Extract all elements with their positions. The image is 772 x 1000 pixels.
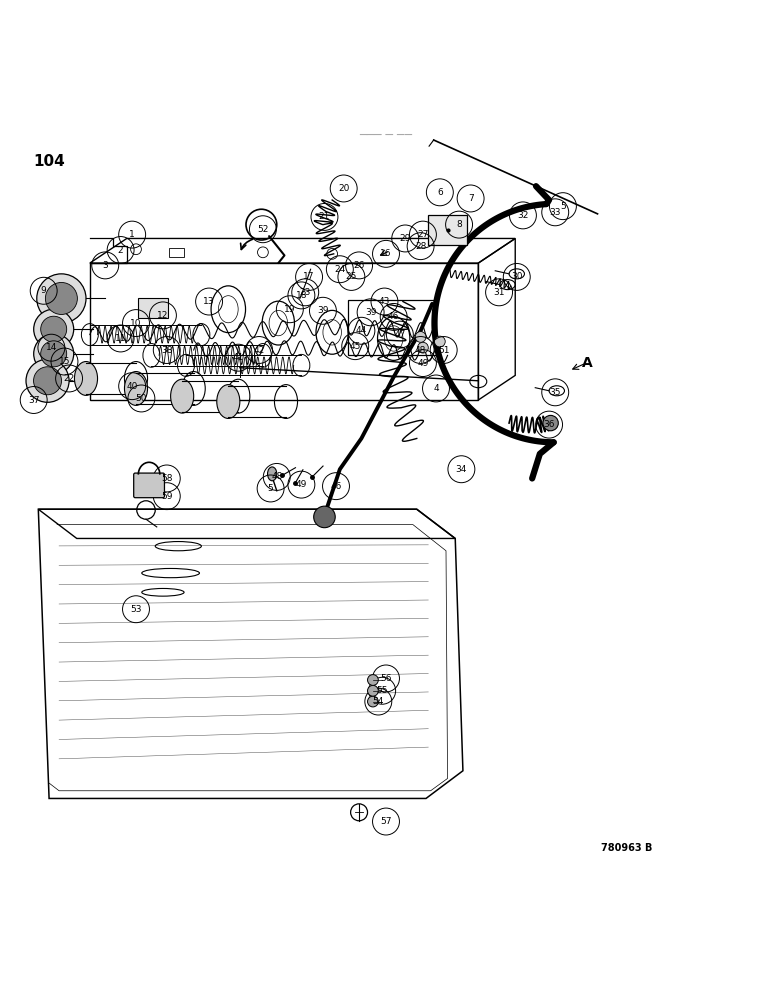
Circle shape (41, 316, 66, 342)
Circle shape (367, 696, 378, 707)
Text: 43: 43 (379, 297, 390, 306)
Circle shape (41, 341, 66, 367)
Text: 36: 36 (543, 420, 555, 429)
Text: 30: 30 (511, 272, 523, 281)
Circle shape (34, 309, 73, 349)
Text: 2: 2 (118, 246, 124, 255)
Text: 56: 56 (381, 674, 391, 683)
Text: 3: 3 (103, 261, 108, 270)
Text: 27: 27 (417, 230, 428, 239)
Circle shape (33, 367, 62, 395)
Text: ─── ─ ──: ─── ─ ── (360, 129, 412, 142)
Circle shape (34, 334, 73, 374)
Text: 47: 47 (394, 330, 405, 339)
FancyBboxPatch shape (428, 215, 467, 245)
Text: 29: 29 (400, 234, 411, 243)
Text: 4: 4 (433, 384, 438, 393)
Text: 9: 9 (41, 286, 46, 295)
Text: 59: 59 (161, 492, 172, 501)
Text: 11: 11 (115, 334, 127, 343)
Circle shape (26, 359, 69, 402)
Text: 54: 54 (373, 697, 384, 706)
Text: 48: 48 (271, 472, 283, 481)
Circle shape (46, 282, 77, 314)
Text: 52: 52 (257, 225, 269, 234)
Text: 20: 20 (338, 184, 350, 193)
Text: 51: 51 (438, 346, 449, 355)
Text: 26: 26 (354, 261, 364, 270)
Text: 35: 35 (550, 388, 561, 397)
Text: 15: 15 (59, 357, 70, 366)
Circle shape (367, 685, 378, 696)
Text: 8: 8 (456, 220, 462, 229)
Text: 24: 24 (334, 265, 346, 274)
Text: 49: 49 (296, 480, 307, 489)
Text: 21: 21 (319, 212, 330, 221)
Text: 23: 23 (300, 288, 311, 297)
Text: 40: 40 (127, 382, 138, 391)
Text: 50: 50 (136, 394, 147, 403)
Ellipse shape (74, 362, 97, 395)
Text: 44: 44 (356, 326, 367, 335)
Text: 28: 28 (415, 242, 426, 251)
Ellipse shape (268, 467, 277, 481)
Text: 13: 13 (203, 297, 215, 306)
Text: 16: 16 (381, 249, 391, 258)
FancyBboxPatch shape (134, 473, 164, 498)
Text: 45: 45 (350, 342, 361, 351)
Ellipse shape (171, 379, 194, 413)
Text: 49: 49 (417, 359, 428, 368)
Text: 53: 53 (130, 605, 142, 614)
Ellipse shape (217, 385, 240, 418)
Text: 7: 7 (468, 194, 473, 203)
Text: 14: 14 (46, 343, 57, 352)
Text: 18: 18 (296, 291, 307, 300)
Ellipse shape (124, 372, 147, 405)
Text: 34: 34 (455, 465, 467, 474)
Circle shape (543, 415, 558, 431)
Text: 46: 46 (330, 482, 342, 491)
Circle shape (435, 336, 445, 347)
Text: 780963 B: 780963 B (601, 843, 653, 853)
Text: 17: 17 (303, 272, 315, 281)
Text: 39: 39 (365, 308, 377, 317)
Text: 31: 31 (493, 288, 505, 297)
Text: 104: 104 (34, 154, 66, 169)
Text: 10: 10 (130, 319, 142, 328)
Text: 41: 41 (232, 353, 244, 362)
Text: A: A (582, 356, 593, 370)
Text: 12: 12 (157, 311, 168, 320)
Circle shape (37, 274, 86, 323)
Text: 46: 46 (388, 312, 399, 321)
Text: 33: 33 (550, 208, 561, 217)
Circle shape (313, 506, 335, 528)
Text: 48: 48 (415, 346, 426, 355)
Text: 55: 55 (377, 686, 388, 695)
Circle shape (418, 342, 428, 353)
Text: 38: 38 (161, 346, 172, 355)
Text: 6: 6 (437, 188, 442, 197)
Circle shape (415, 332, 426, 342)
Text: 58: 58 (161, 474, 172, 483)
Text: 32: 32 (517, 211, 529, 220)
Text: 39: 39 (317, 306, 329, 315)
FancyBboxPatch shape (138, 298, 168, 318)
Text: 5: 5 (268, 484, 273, 493)
Circle shape (367, 675, 378, 685)
Text: 1: 1 (129, 230, 135, 239)
Text: 5: 5 (560, 202, 566, 211)
Text: 19: 19 (284, 305, 296, 314)
Text: 42: 42 (253, 346, 265, 355)
Text: 57: 57 (381, 817, 391, 826)
Text: 22: 22 (63, 374, 75, 383)
Text: 37: 37 (28, 396, 39, 405)
Text: 25: 25 (346, 272, 357, 281)
